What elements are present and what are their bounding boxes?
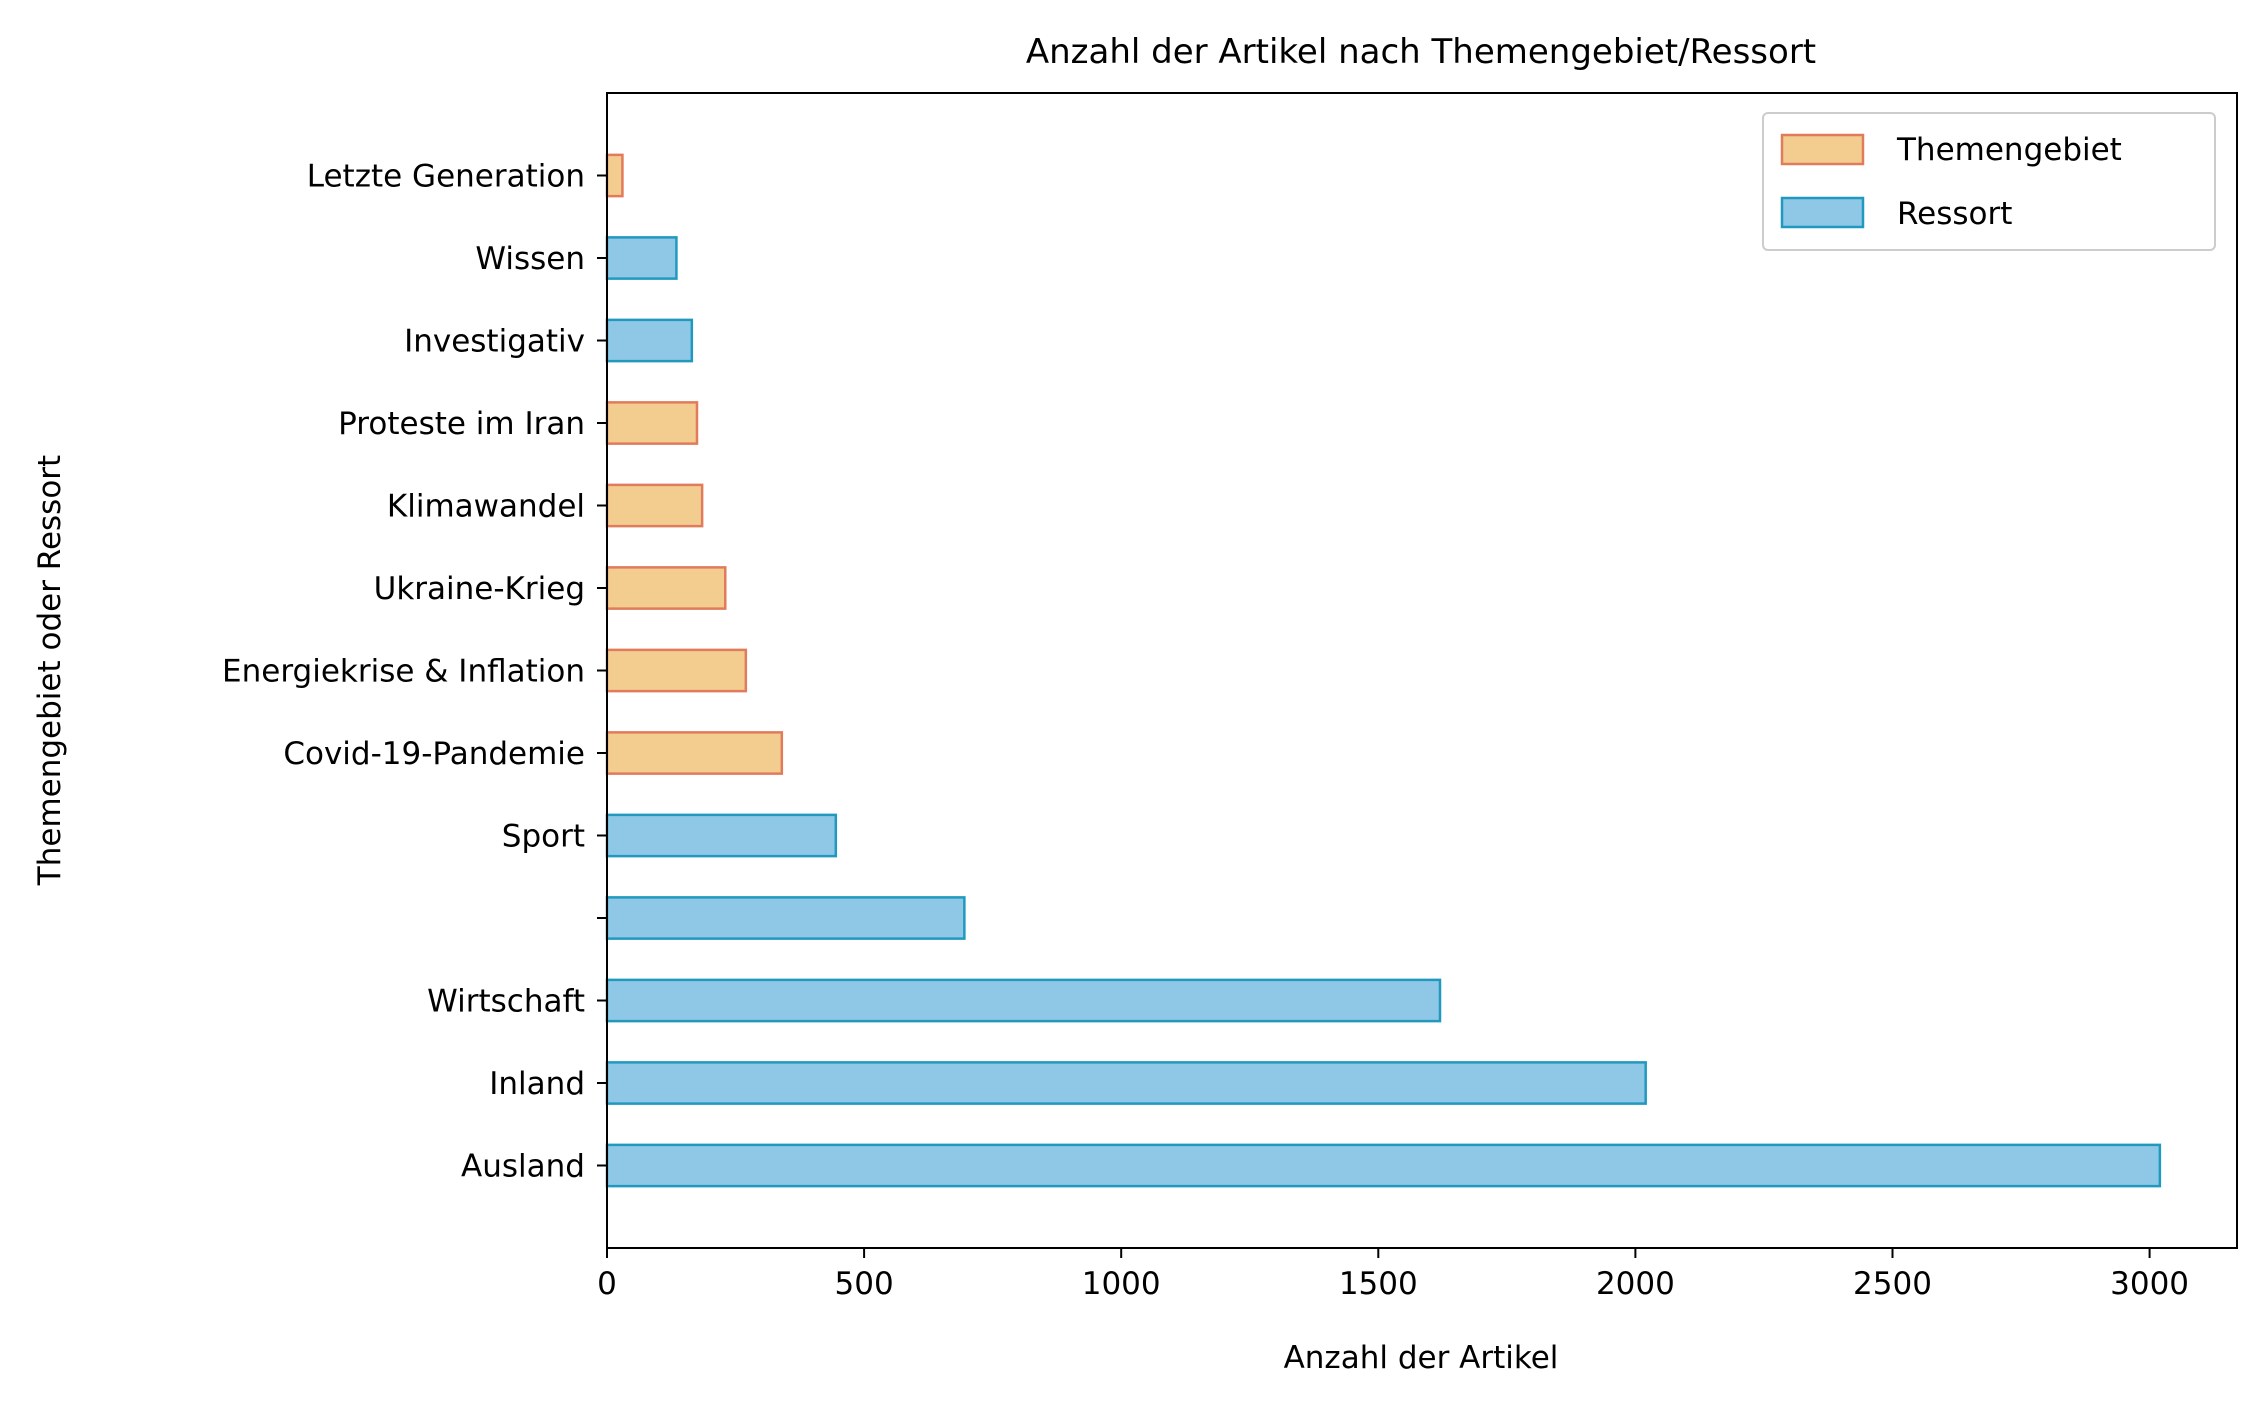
legend-swatch-ressort xyxy=(1780,196,1865,229)
x-tick-label-0: 0 xyxy=(597,1266,617,1302)
x-tick-label-500: 500 xyxy=(835,1266,894,1302)
y-tick-label-letzte-generation: Letzte Generation xyxy=(307,159,585,195)
y-tick-label-klimawandel: Klimawandel xyxy=(387,489,585,525)
x-axis-ticks: 0 500 1000 1500 2000 2500 3000 xyxy=(597,1248,2189,1302)
bar-energiekrise-inflation xyxy=(605,648,748,693)
y-tick-label-wirtschaft: Wirtschaft xyxy=(427,984,585,1020)
legend-label-ressort: Ressort xyxy=(1897,196,2012,232)
x-tick-label-2000: 2000 xyxy=(1596,1266,1675,1302)
bar-inland xyxy=(605,1061,1647,1105)
bar-proteste-im-iran xyxy=(605,401,699,445)
y-tick-label-ausland: Ausland xyxy=(461,1149,585,1185)
x-tick-label-3000: 3000 xyxy=(2110,1266,2189,1302)
y-tick-label-wissen: Wissen xyxy=(475,241,585,277)
x-tick-label-1000: 1000 xyxy=(1082,1266,1161,1302)
bars-group xyxy=(605,153,2162,1188)
bar-sport xyxy=(605,813,838,858)
bar-klimawandel xyxy=(605,483,704,528)
bar-wissen xyxy=(605,236,678,280)
bar-ukraine-krieg xyxy=(605,566,727,610)
legend: Themengebiet Ressort xyxy=(1762,112,2216,251)
legend-swatch-themengebiet xyxy=(1780,133,1865,166)
x-tick-label-1500: 1500 xyxy=(1339,1266,1418,1302)
bar-covid-19-pandemie xyxy=(605,731,784,775)
x-axis-label: Anzahl der Artikel xyxy=(1284,1340,1559,1376)
bar-blank xyxy=(605,896,966,940)
bar-investigativ xyxy=(605,318,694,363)
x-tick-label-2500: 2500 xyxy=(1853,1266,1932,1302)
bar-letzte-generation xyxy=(605,153,624,198)
bar-ausland xyxy=(605,1143,2162,1188)
y-tick-label-investigativ: Investigativ xyxy=(404,324,585,360)
legend-frame xyxy=(1762,112,2216,251)
y-tick-label-inland: Inland xyxy=(489,1066,585,1102)
y-axis-label: Themengebiet oder Ressort xyxy=(32,455,68,886)
legend-label-themengebiet: Themengebiet xyxy=(1896,132,2122,168)
y-tick-label-energiekrise-inflation: Energiekrise & Inflation xyxy=(222,654,585,690)
plot-frame xyxy=(606,92,2238,1249)
chart-title: Anzahl der Artikel nach Themengebiet/Res… xyxy=(1026,32,1816,72)
y-tick-label-proteste-im-iran: Proteste im Iran xyxy=(338,406,585,442)
y-tick-label-sport: Sport xyxy=(502,819,585,855)
bar-wirtschaft xyxy=(605,978,1442,1023)
y-tick-label-ukraine-krieg: Ukraine-Krieg xyxy=(374,571,585,607)
y-axis-ticks: Ausland Inland Wirtschaft Sport Covid-19-Pan… xyxy=(222,159,607,1185)
y-tick-label-covid-19-pandemie: Covid-19-Pandemie xyxy=(283,736,585,772)
